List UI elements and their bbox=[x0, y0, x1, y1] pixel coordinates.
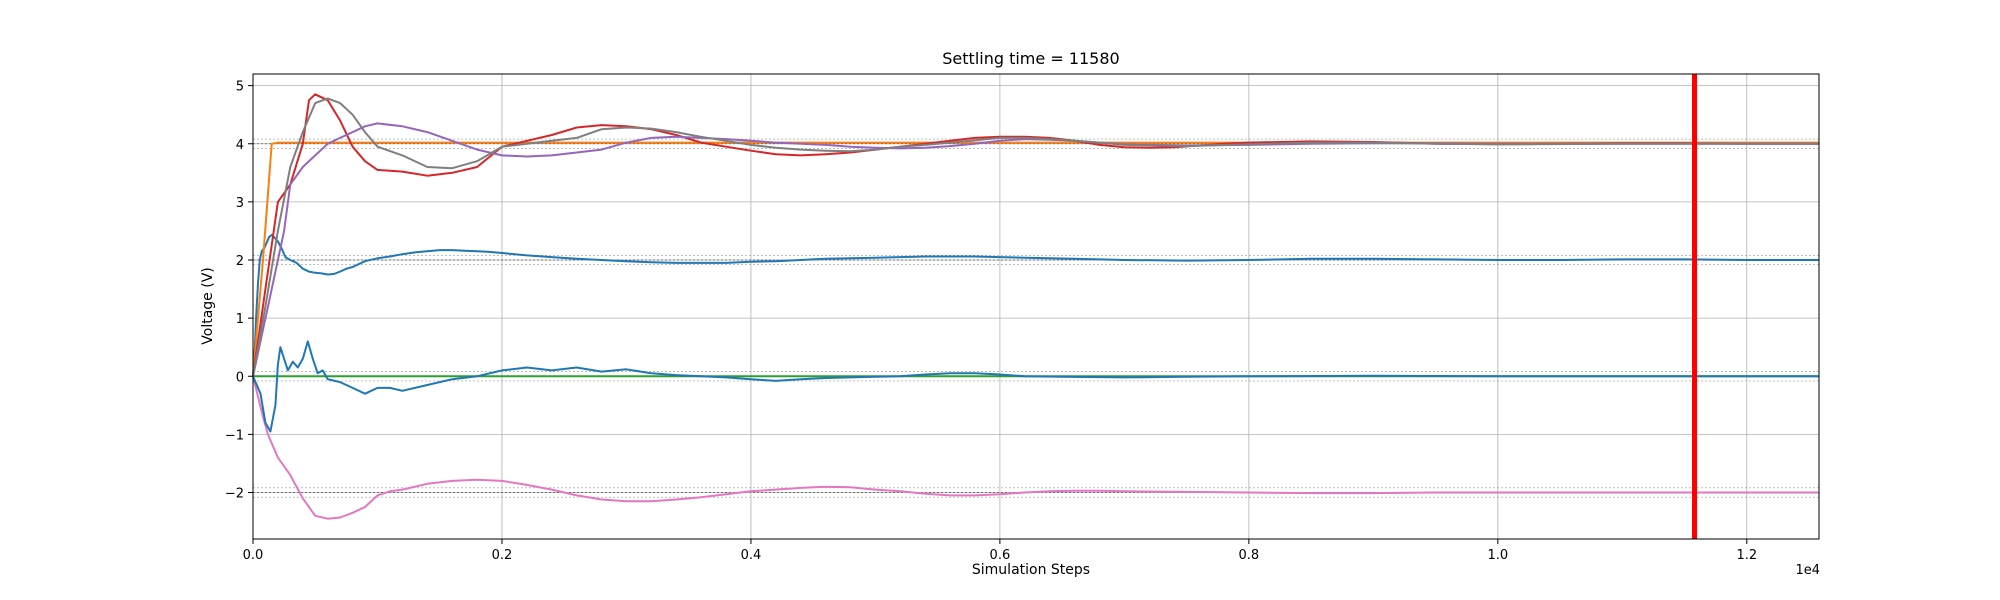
y-axis-ticks: −2 −1 0 1 2 3 4 5 bbox=[225, 80, 253, 502]
x-tick-label: 1.0 bbox=[1487, 548, 1508, 563]
y-tick-label: 3 bbox=[236, 196, 244, 211]
series-line-8 bbox=[252, 340, 1819, 433]
x-tick-label: 0.8 bbox=[1239, 548, 1260, 563]
x-axis-label: Simulation Steps bbox=[972, 562, 1090, 578]
series-line-1 bbox=[252, 234, 1819, 377]
y-tick-label: 1 bbox=[236, 312, 244, 327]
series-line-4 bbox=[252, 93, 1819, 377]
x-tick-label: 0.0 bbox=[243, 548, 264, 563]
y-tick-label: 0 bbox=[236, 370, 244, 385]
x-tick-label: 0.2 bbox=[492, 548, 513, 563]
x-axis-offset-label: 1e4 bbox=[1795, 563, 1820, 578]
y-tick-label: 5 bbox=[236, 80, 244, 95]
x-tick-label: 1.2 bbox=[1736, 548, 1757, 563]
plot-frame bbox=[252, 73, 1820, 540]
x-tick-label: 0.4 bbox=[741, 548, 762, 563]
series-line-6 bbox=[252, 97, 1819, 377]
x-tick-label: 0.6 bbox=[990, 548, 1011, 563]
series-group bbox=[252, 93, 1819, 520]
y-axis-label: Voltage (V) bbox=[200, 267, 216, 344]
x-axis-ticks: 0.0 0.2 0.4 0.6 0.8 1.0 1.2 bbox=[243, 539, 1757, 563]
y-tick-label: −2 bbox=[225, 487, 244, 502]
chart-title: Settling time = 11580 bbox=[942, 49, 1119, 68]
y-tick-label: −1 bbox=[225, 428, 244, 443]
y-tick-label: 2 bbox=[236, 254, 244, 269]
y-tick-label: 4 bbox=[236, 138, 244, 153]
series-line-7 bbox=[252, 376, 1819, 520]
